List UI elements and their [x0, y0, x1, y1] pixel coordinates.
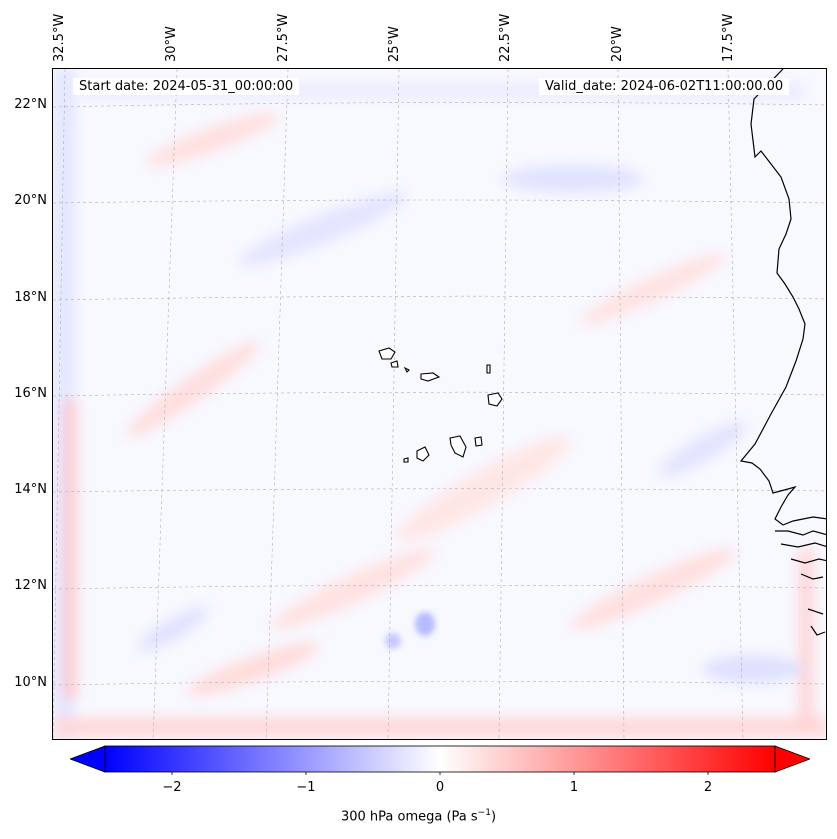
lon-label-32-5w: 32.5°W — [52, 13, 67, 62]
colorbar-tick-neg1: −1 — [296, 780, 316, 795]
map-canvas — [53, 69, 826, 739]
lon-label-25w: 25°W — [387, 26, 402, 62]
omega-minimum — [385, 612, 435, 649]
valid-date-label: Valid_date: 2024-06-02T11:00:00.00 — [539, 78, 790, 95]
lat-label-10n: 10°N — [14, 675, 47, 690]
colorbar-label: 300 hPa omega (Pa s−1) — [340, 808, 497, 825]
start-date-label: Start date: 2024-05-31_00:00:00 — [73, 78, 300, 95]
colorbar-gradient — [104, 745, 776, 773]
colorbar-tick-2: 2 — [703, 780, 713, 795]
colorbar-ticks — [171, 772, 709, 775]
lon-label-22-5w: 22.5°W — [498, 13, 513, 62]
graticule — [53, 69, 826, 739]
africa-coastline — [739, 69, 826, 636]
colorbar-max-extend — [774, 745, 810, 773]
cape-verde-islands — [378, 347, 503, 463]
lat-label-14n: 14°N — [14, 482, 47, 497]
lat-label-20n: 20°N — [14, 193, 47, 208]
lat-label-22n: 22°N — [14, 97, 47, 112]
colorbar-tick-neg2: −2 — [162, 780, 182, 795]
omega-map — [52, 68, 827, 740]
lon-label-30w: 30°W — [164, 26, 179, 62]
colorbar — [70, 745, 810, 775]
lon-label-20w: 20°W — [610, 26, 625, 62]
lat-label-18n: 18°N — [14, 290, 47, 305]
colorbar-tick-1: 1 — [569, 780, 579, 795]
lat-label-16n: 16°N — [14, 386, 47, 401]
lat-label-12n: 12°N — [14, 578, 47, 593]
colorbar-tick-0: 0 — [435, 780, 445, 795]
lon-label-27-5w: 27.5°W — [276, 13, 291, 62]
colorbar-min-extend — [70, 745, 106, 773]
lon-label-17-5w: 17.5°W — [721, 13, 736, 62]
